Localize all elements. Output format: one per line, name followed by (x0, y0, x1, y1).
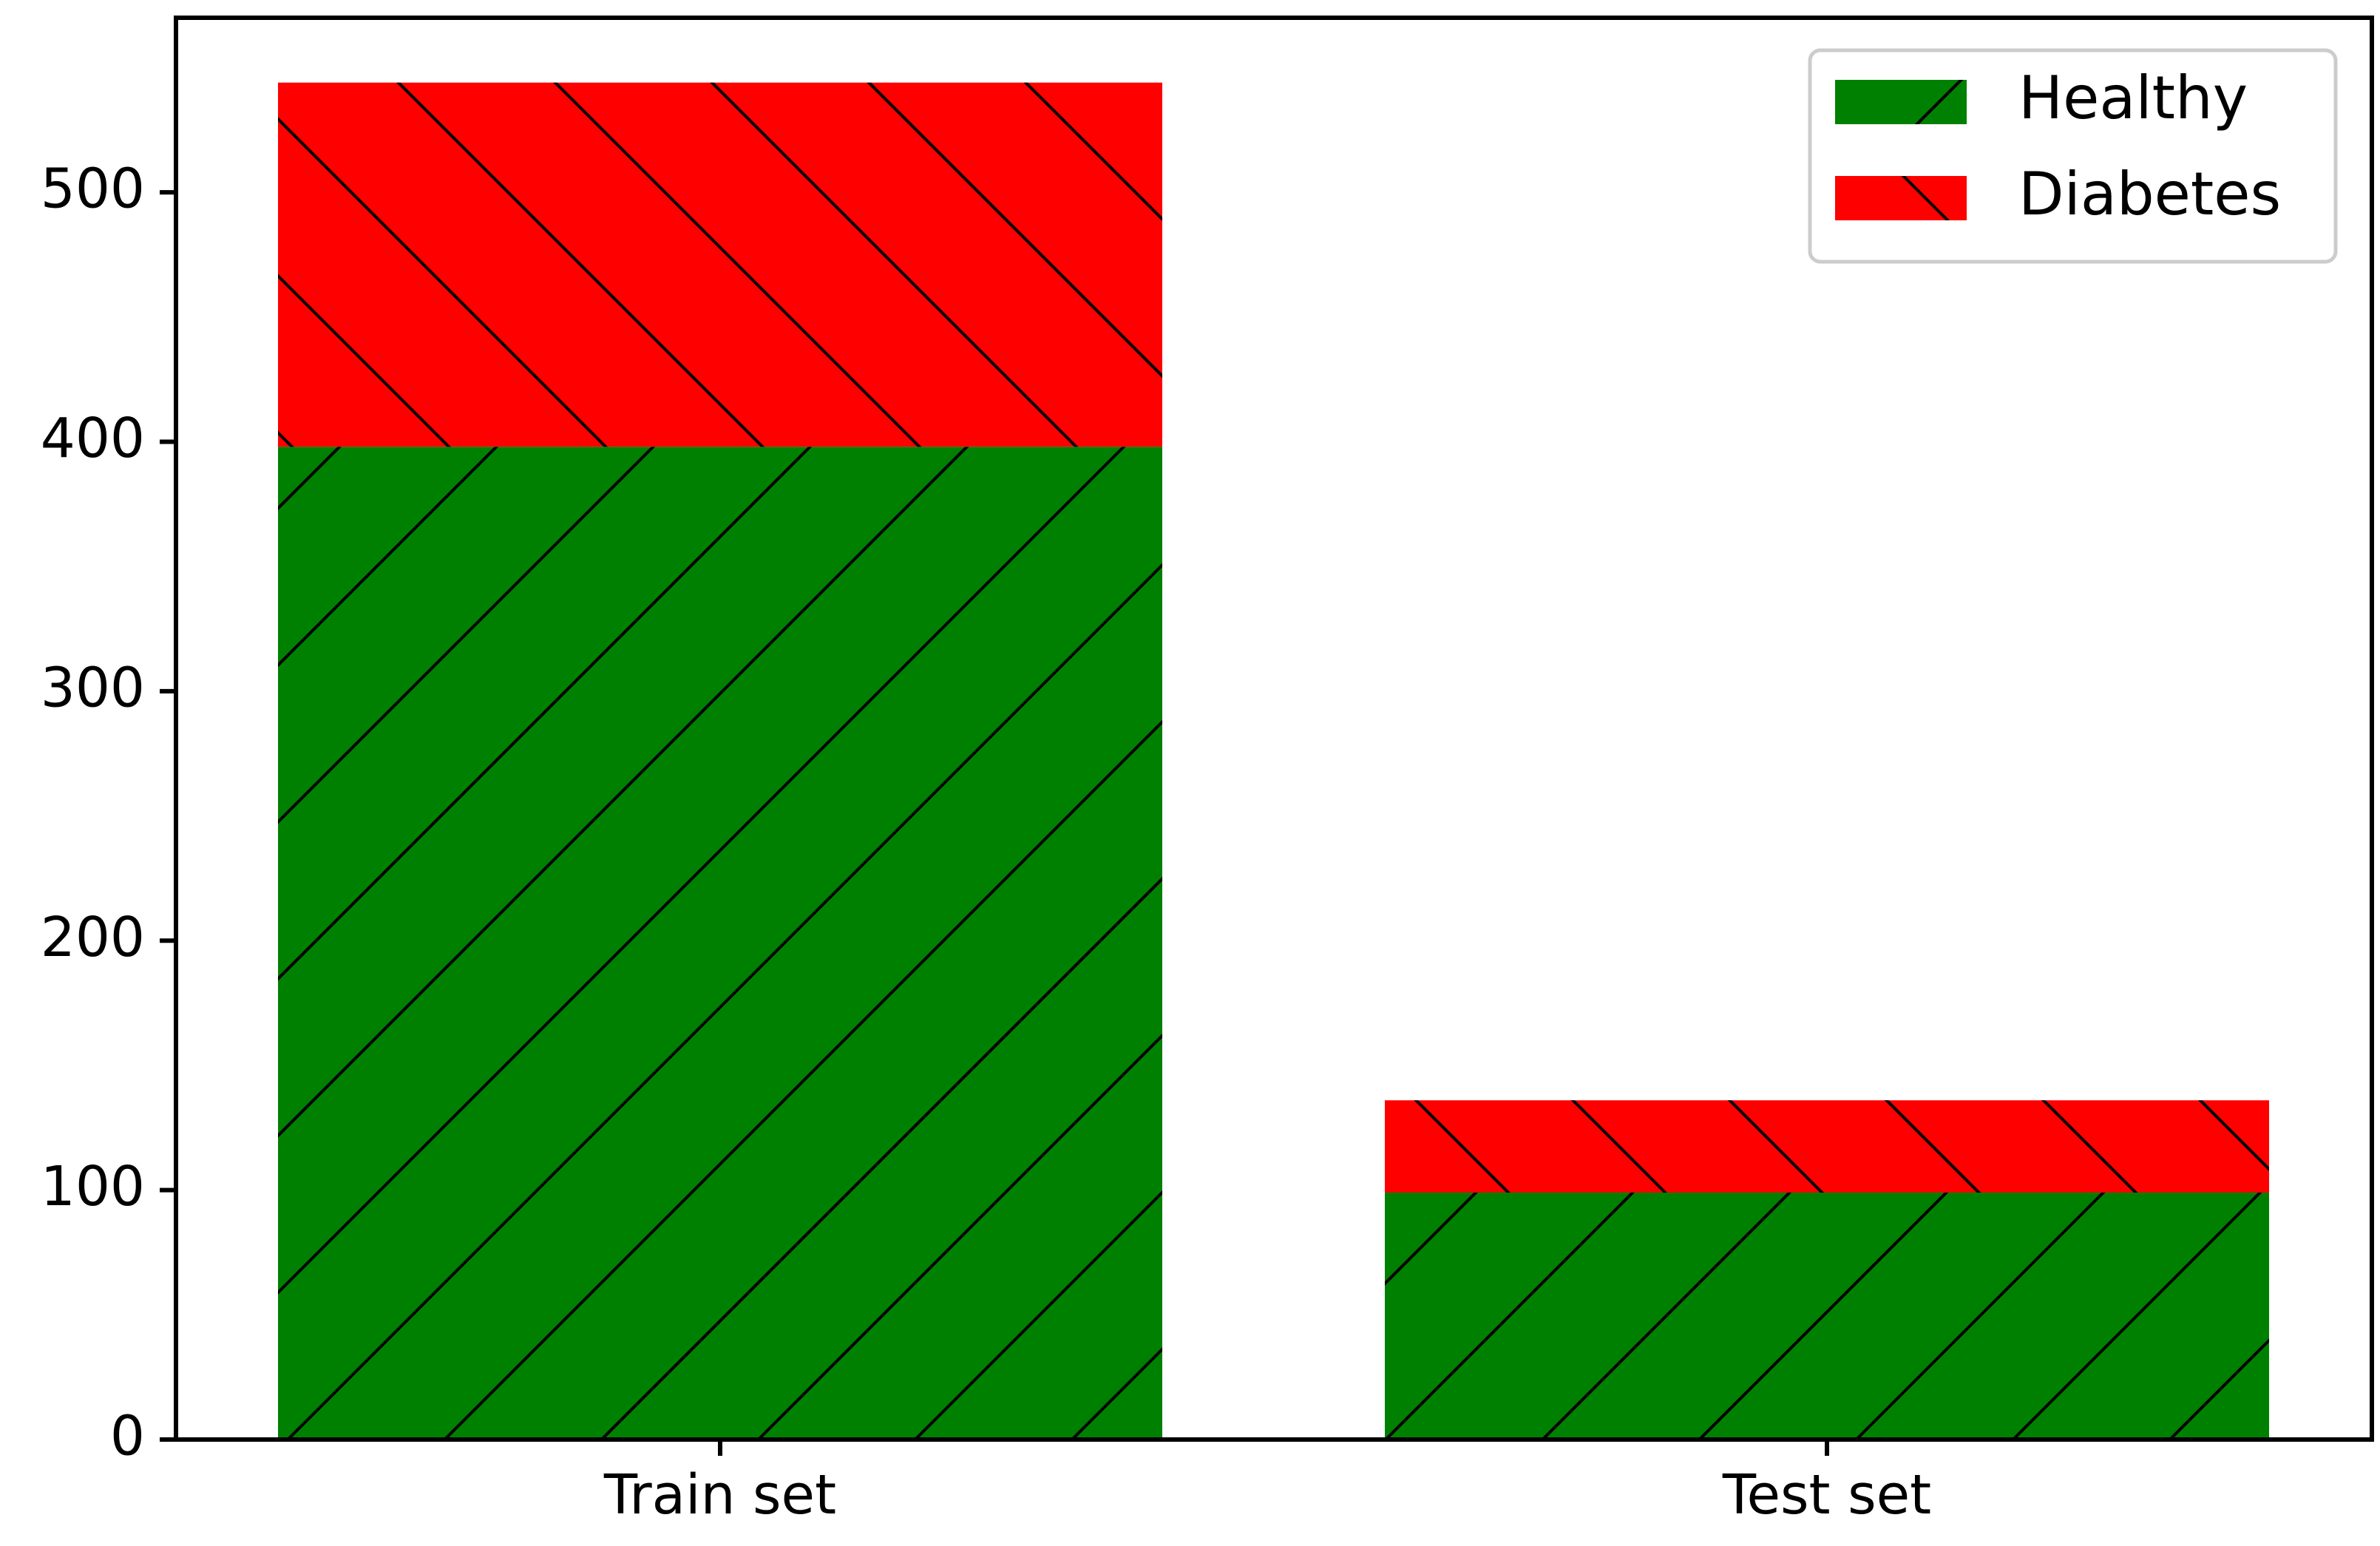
x-tick-label-train-set: Train set (603, 1463, 836, 1527)
y-tick-label: 300 (41, 656, 145, 719)
legend: Healthy Diabetes (1808, 48, 2338, 264)
y-axis: 0 100 200 300 400 500 (41, 157, 176, 1468)
y-tick-label: 500 (41, 157, 145, 221)
legend-label: Healthy (2018, 64, 2248, 132)
legend-item-healthy: Healthy (1835, 64, 2248, 132)
y-tick-label: 0 (110, 1405, 145, 1468)
axes-frame (174, 16, 2374, 1442)
bar-train-set-diabetes (278, 82, 1162, 447)
y-tick-label: 400 (41, 407, 145, 470)
y-tick-label: 200 (41, 906, 145, 969)
legend-label: Diabetes (2018, 160, 2281, 228)
bar-train-set-healthy (278, 447, 1162, 1440)
x-axis: Train set Test set (603, 1440, 1931, 1527)
bar-test-set-healthy (1385, 1193, 2269, 1440)
bars (278, 82, 2269, 1440)
bar-test-set-diabetes (1385, 1100, 2269, 1193)
y-tick-label: 100 (41, 1155, 145, 1218)
plot-area: 0 100 200 300 400 500 Train set Test set (41, 16, 2374, 1527)
legend-item-diabetes: Diabetes (1835, 160, 2281, 228)
x-tick-label-test-set: Test set (1722, 1463, 1931, 1527)
